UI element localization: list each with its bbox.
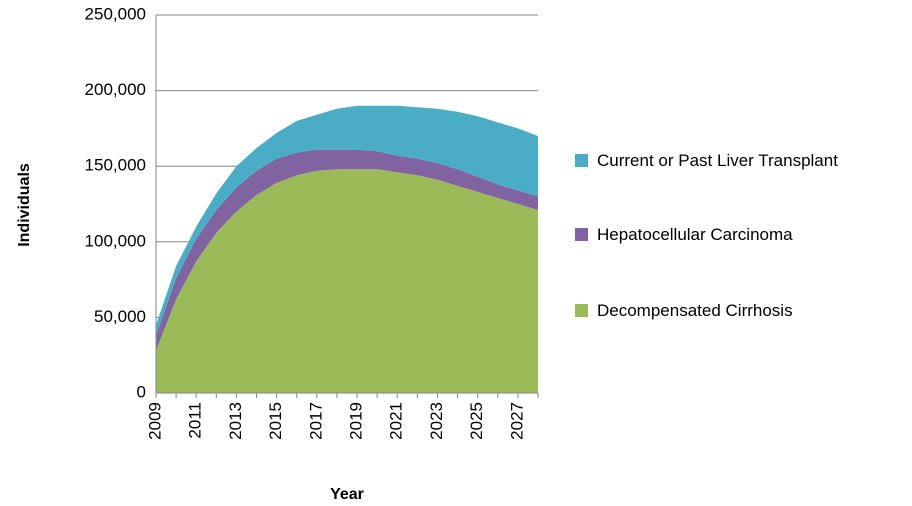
x-tick-label: 2011 xyxy=(186,402,205,439)
x-tick-label: 2015 xyxy=(266,402,285,440)
y-tick-label: 150,000 xyxy=(85,156,146,175)
x-axis-label: Year xyxy=(330,486,364,503)
legend-swatch xyxy=(575,304,588,317)
x-tick-label: 2013 xyxy=(226,402,245,440)
x-tick-label: 2027 xyxy=(507,402,526,440)
legend-swatch xyxy=(575,154,588,167)
legend-label: Current or Past Liver Transplant xyxy=(597,151,838,170)
area xyxy=(156,169,538,393)
y-tick-label: 200,000 xyxy=(85,80,146,99)
legend-item: Decompensated Cirrhosis xyxy=(575,298,912,324)
area xyxy=(156,105,538,336)
x-tick-label: 2021 xyxy=(387,402,406,440)
y-axis-label: Individuals xyxy=(16,163,33,247)
legend-item: Current or Past Liver Transplant xyxy=(575,148,912,174)
legend-label: Decompensated Cirrhosis xyxy=(597,301,793,320)
y-tick-label: 0 xyxy=(137,382,146,401)
x-tick-label: 2019 xyxy=(347,402,366,440)
x-tick-label: 2009 xyxy=(145,402,164,440)
legend-label: Hepatocellular Carcinoma xyxy=(597,225,793,244)
x-tick-label: 2017 xyxy=(306,402,325,440)
y-tick-label: 250,000 xyxy=(85,4,146,23)
x-tick-label: 2025 xyxy=(467,402,486,440)
legend-swatch xyxy=(575,228,588,241)
legend-item: Hepatocellular Carcinoma xyxy=(575,222,912,248)
y-tick-label: 100,000 xyxy=(85,231,146,250)
y-tick-label: 50,000 xyxy=(94,307,146,326)
x-tick-label: 2023 xyxy=(427,402,446,440)
